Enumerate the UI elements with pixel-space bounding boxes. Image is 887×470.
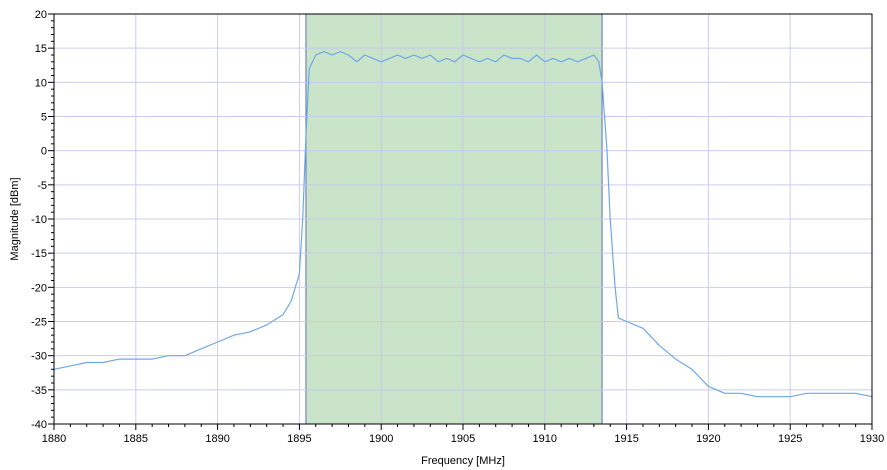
x-tick-label: 1920	[696, 433, 720, 445]
y-tick-label: -20	[31, 282, 47, 294]
y-tick-label: -5	[37, 180, 47, 192]
x-tick-label: 1930	[860, 433, 884, 445]
x-tick-label: 1905	[451, 433, 475, 445]
y-tick-label: -10	[31, 214, 47, 226]
y-tick-label: -40	[31, 419, 47, 431]
y-tick-label: -15	[31, 248, 47, 260]
y-tick-label: 0	[41, 146, 47, 158]
grid-lines	[53, 13, 873, 425]
y-axis-title: Magnitude [dBm]	[9, 177, 21, 260]
series-group	[53, 51, 873, 398]
y-tick-label: -30	[31, 351, 47, 363]
x-tick-label: 1890	[205, 433, 229, 445]
x-tick-label: 1880	[42, 433, 66, 445]
x-tick-label: 1895	[287, 433, 311, 445]
x-axis-title: Frequency [MHz]	[421, 455, 505, 467]
y-tick-label: 5	[41, 112, 47, 124]
x-tick-label: 1885	[124, 433, 148, 445]
y-tick-label: -25	[31, 317, 47, 329]
x-tick-label: 1915	[614, 433, 638, 445]
y-tick-label: 20	[35, 9, 47, 21]
axes-group: 1880 1885 1890 1895 1900 1905 1910 1915 1920 1925…	[31, 9, 884, 445]
y-tick-label: 10	[35, 77, 47, 89]
x-tick-label: 1925	[778, 433, 802, 445]
y-tick-label: 15	[35, 43, 47, 55]
series-line-0	[53, 51, 873, 398]
y-tick-label: -35	[31, 385, 47, 397]
x-tick-label: 1910	[533, 433, 557, 445]
x-tick-label: 1900	[369, 433, 393, 445]
